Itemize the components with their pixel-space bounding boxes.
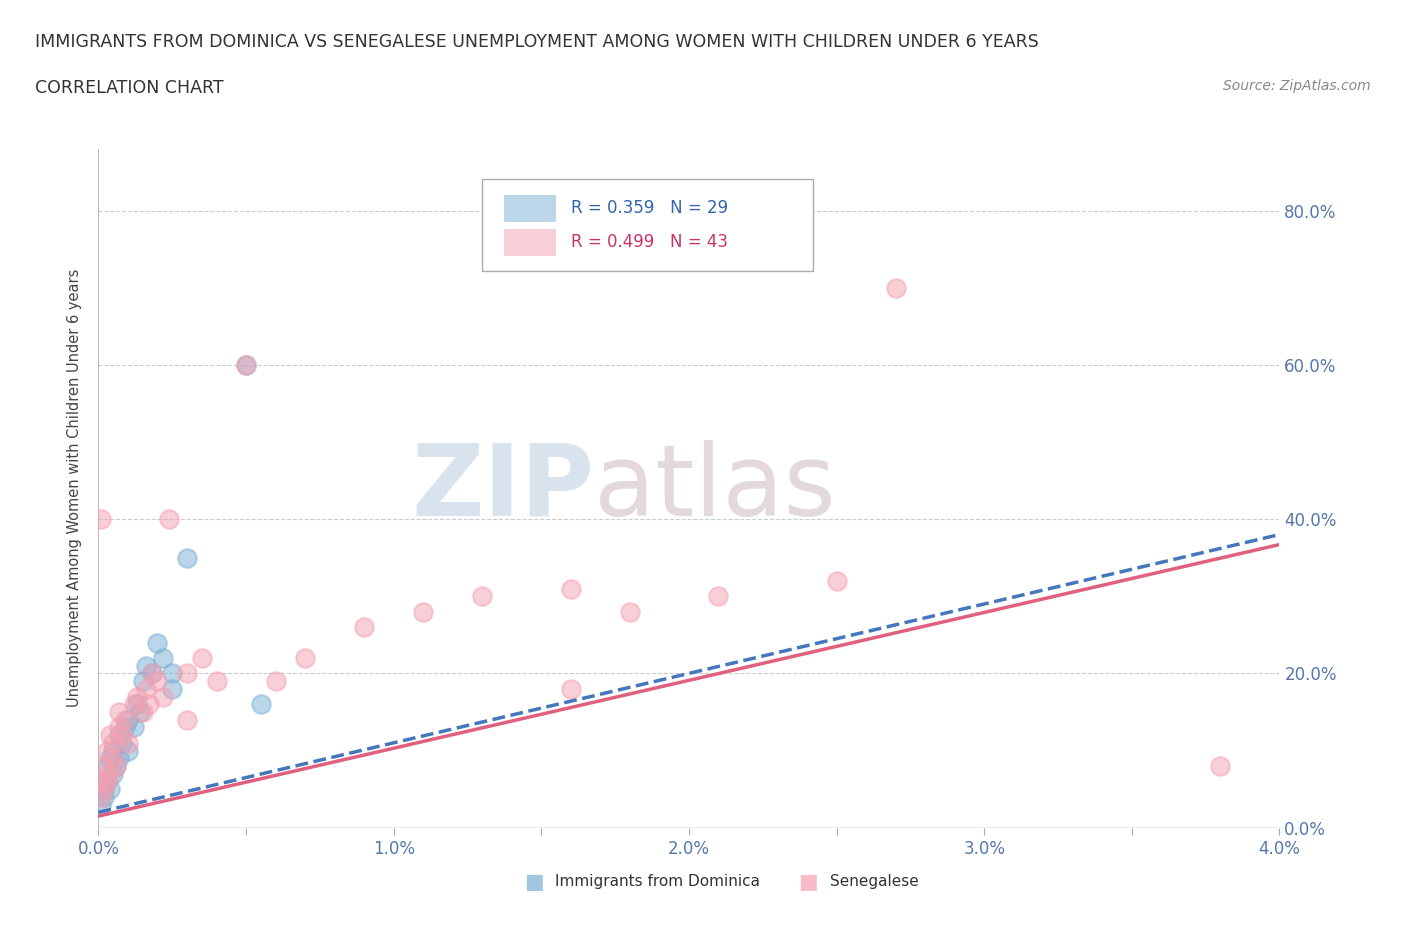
Point <box>96 774 118 789</box>
Point <box>560 682 582 697</box>
Point <box>619 604 641 619</box>
Point <box>135 682 157 697</box>
Point <box>141 666 163 681</box>
Point <box>560 581 582 596</box>
Point <box>90 790 112 804</box>
Point <box>264 673 287 688</box>
FancyBboxPatch shape <box>482 179 813 271</box>
Text: ■: ■ <box>799 871 818 892</box>
Text: R = 0.499   N = 43: R = 0.499 N = 43 <box>571 232 728 251</box>
Point <box>93 790 115 804</box>
Text: R = 0.359   N = 29: R = 0.359 N = 29 <box>571 199 728 217</box>
Point <box>125 689 148 704</box>
Point <box>96 743 118 758</box>
Point <box>98 751 121 765</box>
Point <box>176 712 198 727</box>
Point <box>157 512 180 526</box>
Point <box>103 766 125 781</box>
Point <box>108 727 131 742</box>
Point <box>108 705 131 720</box>
Point <box>235 357 257 372</box>
Text: IMMIGRANTS FROM DOMINICA VS SENEGALESE UNEMPLOYMENT AMONG WOMEN WITH CHILDREN UN: IMMIGRANTS FROM DOMINICA VS SENEGALESE U… <box>35 33 1039 50</box>
Point <box>884 280 907 295</box>
Text: ZIP: ZIP <box>412 440 595 537</box>
FancyBboxPatch shape <box>503 195 555 221</box>
Point <box>294 651 316 666</box>
Point <box>152 651 174 666</box>
Point <box>122 720 145 735</box>
Point <box>152 689 174 704</box>
Text: ■: ■ <box>524 871 544 892</box>
Text: atlas: atlas <box>595 440 837 537</box>
Point <box>162 682 183 697</box>
Y-axis label: Unemployment Among Women with Children Under 6 years: Unemployment Among Women with Children U… <box>67 269 83 708</box>
Point <box>98 766 121 781</box>
Point <box>114 712 136 727</box>
Point <box>114 720 136 735</box>
Point <box>117 736 139 751</box>
Point <box>90 797 112 812</box>
Point <box>146 673 169 688</box>
Point <box>707 589 730 604</box>
Point <box>205 673 228 688</box>
Point <box>132 705 155 720</box>
FancyBboxPatch shape <box>503 229 555 256</box>
Point <box>162 666 183 681</box>
Point <box>117 712 139 727</box>
Point <box>132 673 155 688</box>
Point <box>93 782 115 797</box>
Point <box>138 697 160 711</box>
Point <box>825 574 848 589</box>
Point <box>96 774 118 789</box>
Point <box>128 705 150 720</box>
Point <box>412 604 434 619</box>
Point <box>93 759 115 774</box>
Point <box>108 720 131 735</box>
Point <box>176 551 198 565</box>
Point <box>176 666 198 681</box>
Point <box>471 589 494 604</box>
Point <box>98 727 121 742</box>
Point <box>125 697 148 711</box>
Point <box>90 774 112 789</box>
Point <box>90 512 112 526</box>
Point <box>122 697 145 711</box>
Point <box>103 736 125 751</box>
Point <box>111 727 134 742</box>
Text: Immigrants from Dominica: Immigrants from Dominica <box>555 874 761 889</box>
Text: Source: ZipAtlas.com: Source: ZipAtlas.com <box>1223 79 1371 93</box>
Text: CORRELATION CHART: CORRELATION CHART <box>35 79 224 97</box>
Point <box>146 635 169 650</box>
Point <box>98 782 121 797</box>
Point <box>141 666 163 681</box>
Point <box>93 782 115 797</box>
Point <box>105 759 128 774</box>
Point <box>117 743 139 758</box>
Point <box>103 751 125 765</box>
Point <box>235 357 257 372</box>
Point <box>103 743 125 758</box>
Point <box>105 759 128 774</box>
Point <box>353 619 375 634</box>
Point <box>135 658 157 673</box>
Point <box>191 651 214 666</box>
Point <box>111 736 134 751</box>
Text: Senegalese: Senegalese <box>830 874 918 889</box>
Point <box>1209 759 1232 774</box>
Point <box>250 697 273 711</box>
Point <box>108 751 131 765</box>
Point <box>96 759 118 774</box>
